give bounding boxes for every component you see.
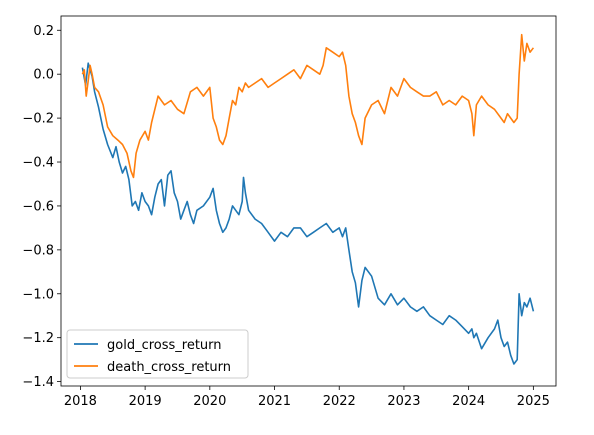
x-axis-ticks: 2018 2019 2020 2021 2022 2023 2024 2025 [64,386,550,409]
y-tick-label: −1.0 [22,287,54,302]
x-tick-label: 2018 [64,394,97,409]
legend-box [66,329,249,379]
series-layer [81,33,535,365]
plot-frame [60,15,557,387]
y-tick-label: −1.4 [22,375,54,390]
y-axis-ticks: 0.2 0.0 −0.2 −0.4 −0.6 −0.8 −1.0 −1.2 −1.4 [22,24,61,390]
y-tick-label: −0.8 [22,243,54,258]
y-tick-label: 0.0 [33,68,54,83]
y-tick-label: 0.2 [33,24,54,39]
y-tick-label: −0.2 [22,112,54,127]
legend: gold_cross_return death_cross_return [66,329,249,379]
series-line-death_cross_return [81,33,535,179]
x-tick-label: 2023 [387,394,420,409]
x-tick-label: 2021 [258,394,291,409]
x-tick-label: 2025 [517,394,550,409]
x-tick-label: 2020 [193,394,226,409]
x-tick-label: 2019 [129,394,162,409]
x-tick-label: 2022 [323,394,356,409]
series-line-gold_cross_return [81,62,535,365]
legend-label-death_cross_return: death_cross_return [107,360,231,375]
y-tick-label: −0.6 [22,199,54,214]
legend-label-gold_cross_return: gold_cross_return [107,338,222,353]
y-tick-label: −0.4 [22,156,54,171]
y-tick-label: −1.2 [22,331,54,346]
x-tick-label: 2024 [452,394,485,409]
